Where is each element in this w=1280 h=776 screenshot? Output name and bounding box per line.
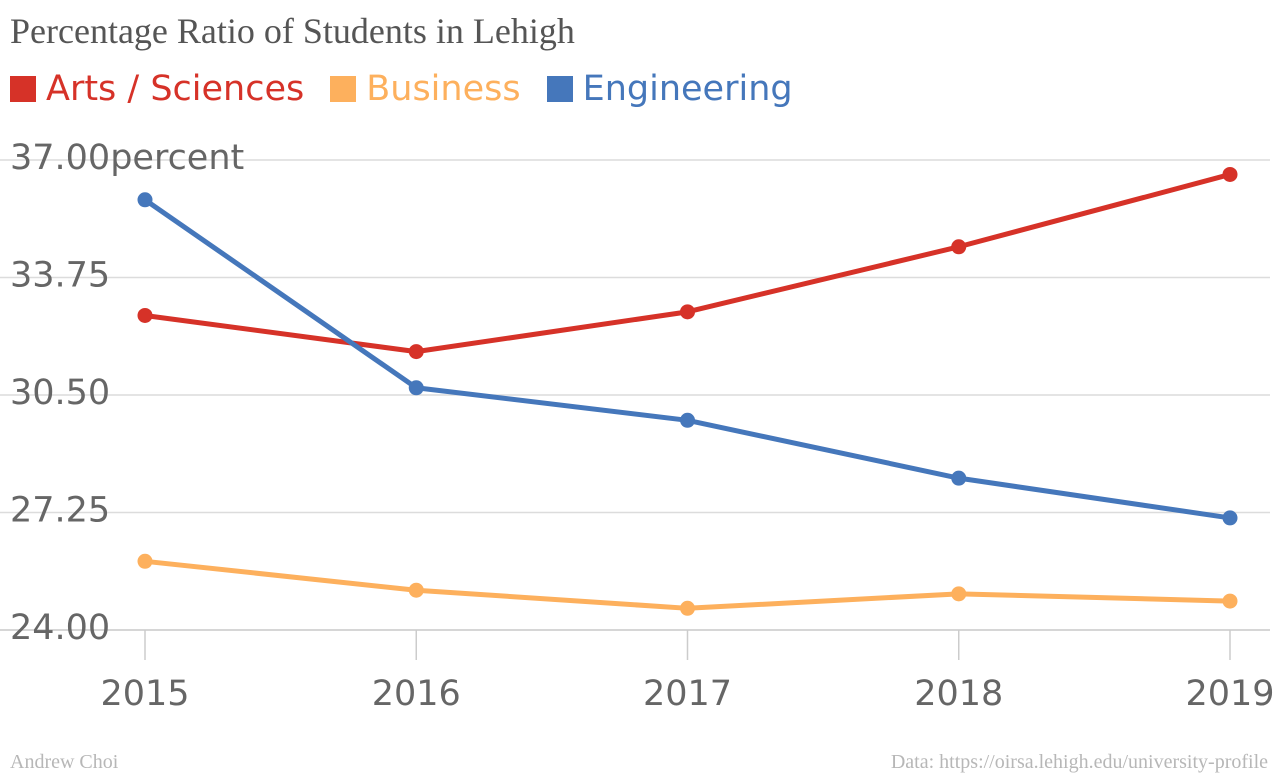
- legend-swatch-2: [546, 76, 573, 102]
- x-tick-label-1: 2016: [372, 674, 461, 714]
- x-tick-label-0: 2015: [100, 674, 189, 714]
- legend-label-0: Arts / Sciences: [46, 69, 305, 109]
- data-point-0-0: [137, 307, 153, 323]
- chart-title: Percentage Ratio of Students in Lehigh: [10, 11, 575, 51]
- legend-swatch-0: [10, 76, 36, 102]
- legend-item-1: Business: [330, 69, 521, 109]
- data-point-0-1: [408, 344, 424, 360]
- series-line-0: [142, 171, 1233, 355]
- data-point-2-3: [951, 470, 967, 486]
- y-tick-label-0: 24.00: [10, 608, 110, 648]
- data-point-0-2: [680, 304, 695, 320]
- data-point-0-3: [951, 239, 967, 255]
- legend-label-1: Business: [366, 69, 521, 109]
- data-point-1-4: [1222, 593, 1238, 609]
- series-line-2: [142, 197, 1233, 521]
- legend-item-0: Arts / Sciences: [10, 69, 304, 109]
- x-tick-label-4: 2019: [1185, 674, 1274, 714]
- chart-legend: Arts / Sciences Business Engineering: [10, 66, 819, 112]
- data-point-2-1: [408, 380, 424, 396]
- y-tick-label-3: 33.75: [10, 256, 110, 296]
- legend-label-2: Engineering: [582, 69, 793, 109]
- y-tick-label-1: 27.25: [10, 491, 110, 531]
- data-point-1-1: [408, 582, 424, 598]
- data-point-1-3: [951, 586, 967, 602]
- data-point-2-4: [1222, 510, 1238, 526]
- data-source-credit: Data: https://oirsa.lehigh.edu/universit…: [890, 751, 1268, 773]
- y-tick-label-4: 37.00percent: [10, 138, 244, 178]
- legend-item-2: Engineering: [546, 69, 793, 109]
- data-point-1-0: [137, 553, 153, 569]
- x-tick-label-2: 2017: [643, 674, 732, 714]
- data-point-2-2: [680, 412, 695, 428]
- author-credit: Andrew Choi: [10, 751, 119, 773]
- y-tick-label-2: 30.50: [10, 373, 110, 413]
- data-point-2-0: [137, 192, 153, 208]
- legend-swatch-1: [330, 76, 357, 102]
- x-tick-label-3: 2018: [914, 674, 1003, 714]
- data-point-0-4: [1222, 166, 1238, 182]
- data-point-1-2: [680, 600, 695, 616]
